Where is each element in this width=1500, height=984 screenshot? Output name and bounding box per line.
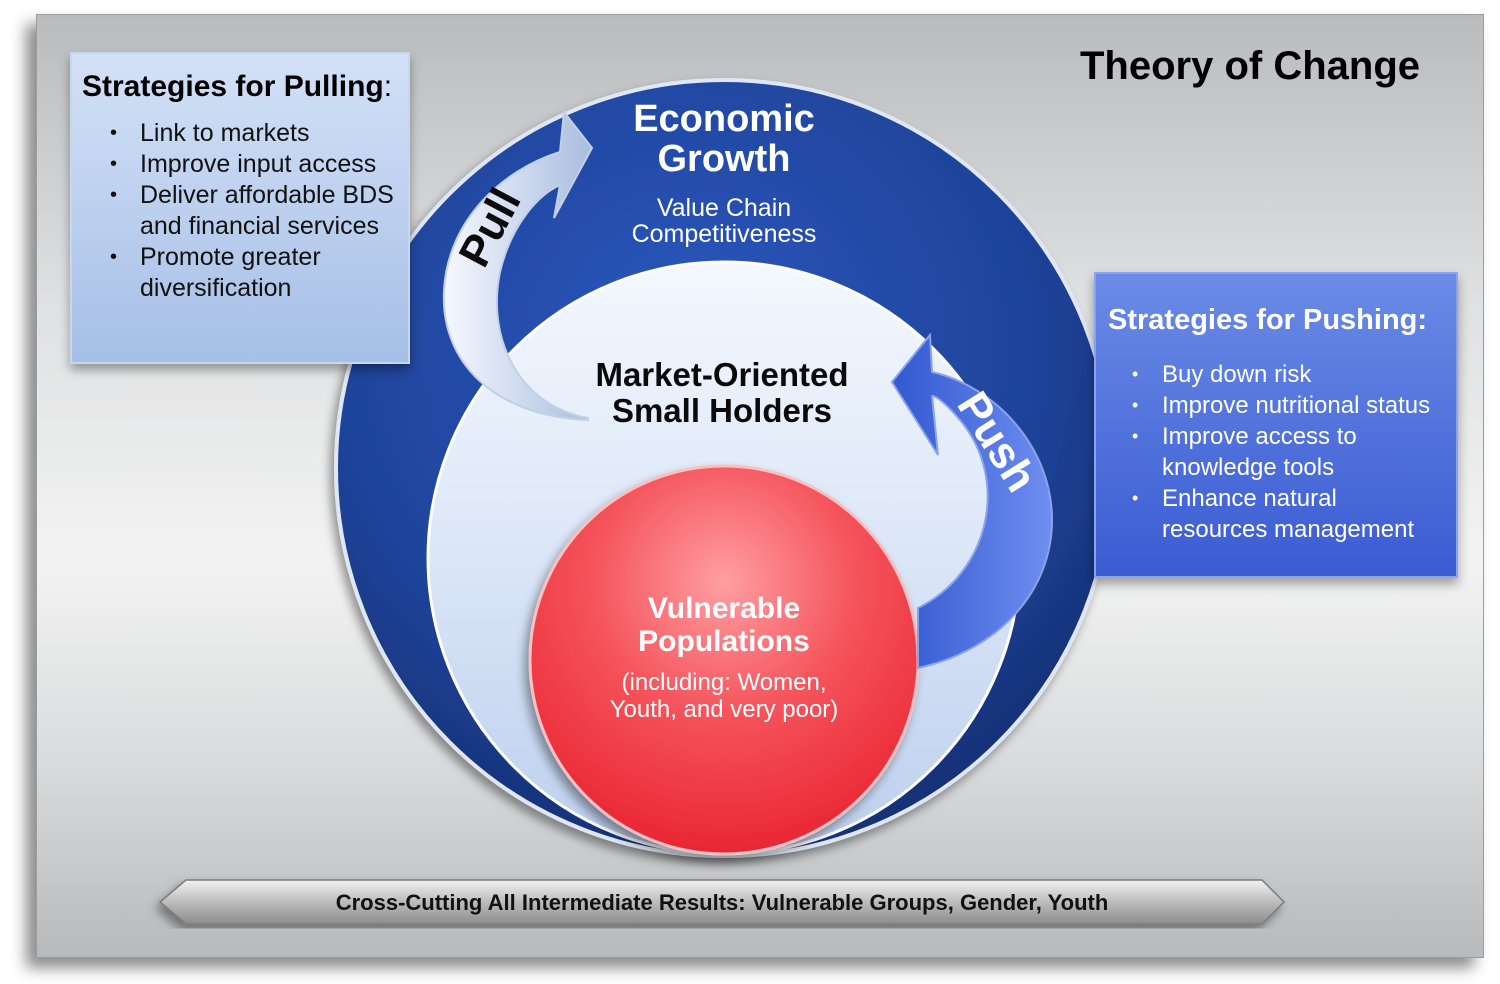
vulnerable-sub-1: (including: Women,	[622, 669, 827, 696]
push-arrow	[890, 332, 1054, 670]
value-chain-subtitle-1: Value Chain	[657, 194, 791, 222]
small-holders-title-1: Market-Oriented	[595, 356, 848, 393]
list-item: Improve nutritional status	[1132, 390, 1448, 421]
vulnerable-title-2: Populations	[638, 625, 810, 658]
vulnerable-sub-2: Youth, and very poor)	[610, 696, 839, 723]
list-item: Improve access to knowledge tools	[1132, 421, 1448, 483]
cross-cutting-banner	[158, 879, 1286, 925]
pulling-strategies-heading: Strategies for Pulling:	[82, 70, 393, 103]
list-item: Link to markets	[110, 118, 398, 149]
economic-growth-title-1: Economic	[633, 98, 815, 140]
small-holders-title-2: Small Holders	[612, 392, 832, 429]
pull-arrow	[442, 109, 594, 422]
vulnerable-title-1: Vulnerable	[648, 592, 800, 625]
list-item: Improve input access	[110, 149, 398, 180]
pushing-strategies-list: Buy down risk Improve nutritional status…	[1108, 359, 1448, 545]
pulling-strategies-list: Link to markets Improve input access Del…	[82, 118, 398, 304]
vulnerable-populations-circle	[528, 464, 920, 856]
list-item: Deliver affordable BDS and financial ser…	[110, 180, 398, 242]
page-title: Theory of Change	[1079, 44, 1421, 88]
list-item: Enhance natural resources management	[1132, 483, 1448, 545]
list-item: Buy down risk	[1132, 359, 1448, 390]
pulling-strategies-box: Strategies for Pulling: Link to markets …	[70, 52, 410, 364]
economic-growth-title-2: Growth	[658, 138, 791, 180]
pushing-strategies-heading: Strategies for Pushing:	[1108, 304, 1428, 336]
cross-cutting-banner-text: Cross-Cutting All Intermediate Results: …	[336, 890, 1109, 915]
value-chain-subtitle-2: Competitiveness	[632, 220, 817, 248]
list-item: Promote greater diversification	[110, 242, 398, 304]
pushing-strategies-box: Strategies for Pushing: Buy down risk Im…	[1094, 272, 1458, 578]
